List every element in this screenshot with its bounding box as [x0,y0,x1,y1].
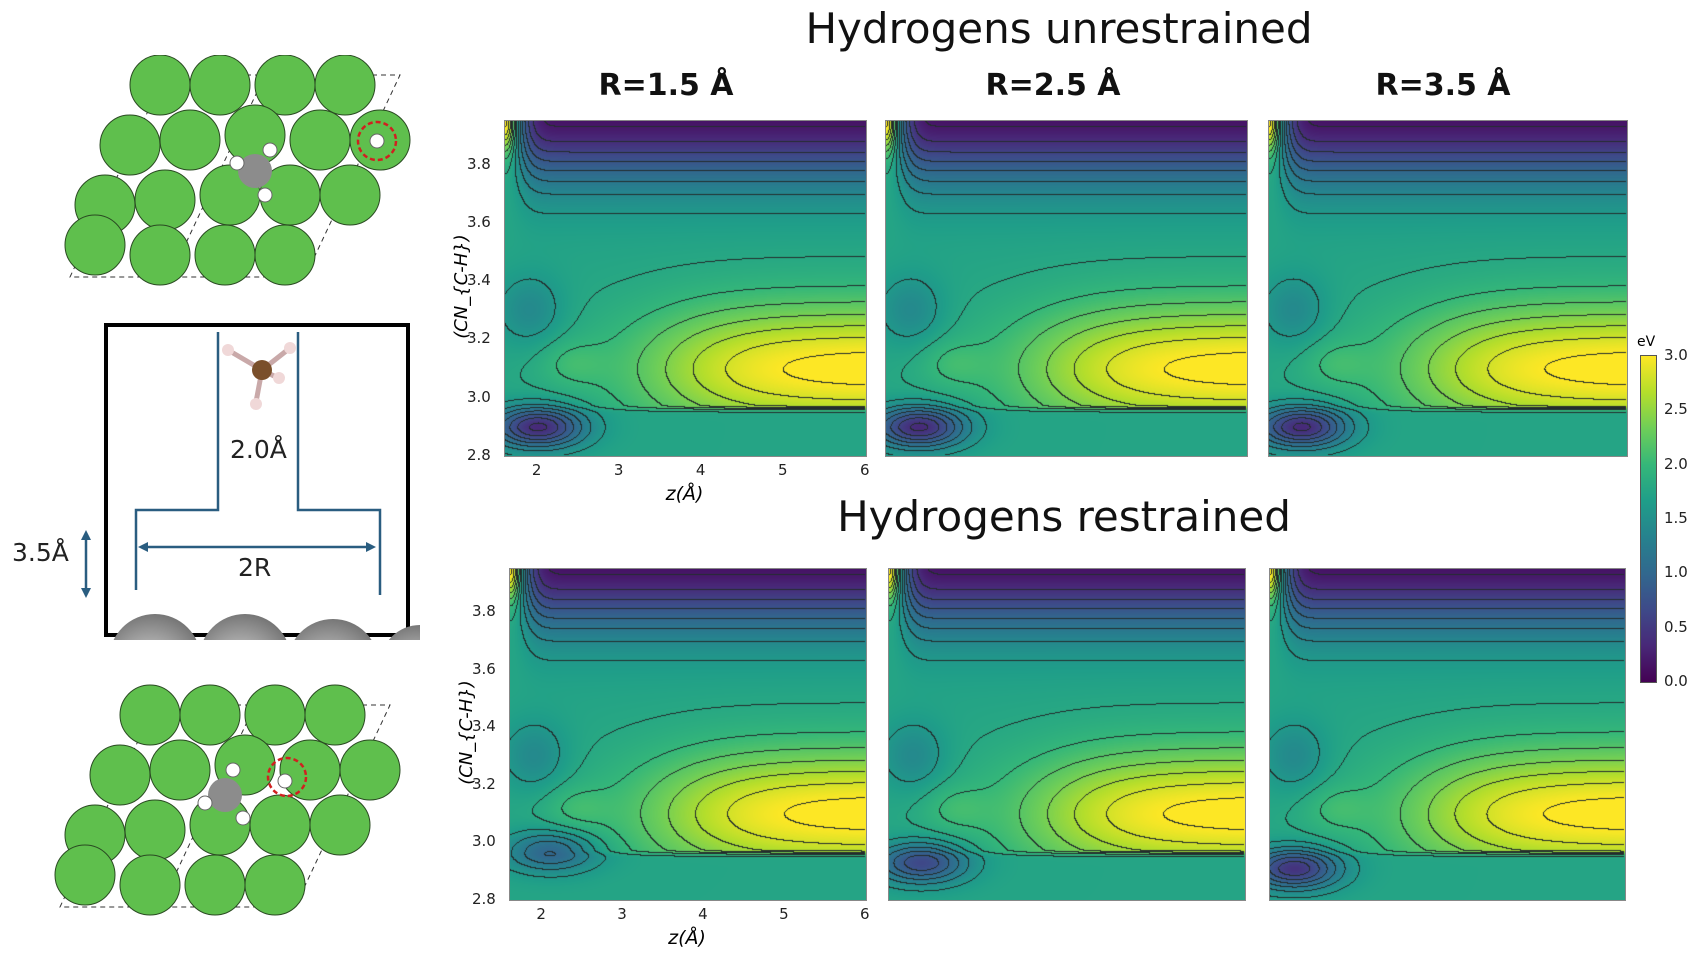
gap-label: 2.0Å [230,435,287,464]
colorbar-tick-label: 2.0 [1664,454,1688,473]
heatmap-5 [888,568,1246,901]
panel-title: R=3.5 Å [1375,68,1511,103]
y-axis-label: (CN_{C-H}) [450,233,472,339]
y-tick-label: 3.8 [472,602,496,621]
panel-title: R=1.5 Å [598,68,734,103]
title-unrestrained: Hydrogens unrestrained [805,4,1313,53]
methane-molecule [222,342,296,410]
x-tick-label: 3 [617,905,627,923]
colorbar-tick-label: 2.5 [1664,400,1688,419]
height-label: 3.5Å [12,538,69,567]
panel-title: R=2.5 Å [985,68,1121,103]
width-label: 2R [238,553,272,582]
y-tick-label: 3.2 [467,329,491,348]
y-tick-label: 3.0 [472,832,496,851]
heatmap-1 [504,120,867,457]
colorbar-tick-label: 1.5 [1664,509,1688,527]
heatmap-6 [1269,568,1626,901]
x-tick-label: 2 [531,461,542,479]
x-tick-label: 4 [698,905,708,923]
x-axis-label: z(Å) [665,483,704,505]
lattice-top-view-restrained [54,684,401,916]
cylinder-outline [134,332,382,595]
lattice-top-view-unrestrained [64,55,411,286]
metal-surface-atoms [113,614,420,640]
y-tick-label: 3.6 [467,212,491,231]
restraint-diagram [81,323,420,640]
colorbar-tick-label: 0.5 [1664,617,1688,636]
colorbar-tick-label: 3.0 [1664,346,1688,364]
y-tick-label: 3.4 [467,271,491,290]
x-tick-label: 4 [695,461,706,479]
y-tick-label: 3.0 [467,387,491,406]
y-axis-label: (CN_{C-H}) [455,679,477,785]
x-tick-label: 2 [536,905,546,923]
x-axis-label: z(Å) [668,927,706,949]
y-tick-label: 3.2 [472,774,496,793]
title-restrained: Hydrogens restrained [837,492,1291,541]
heatmap-4 [509,568,867,901]
x-tick-label: 5 [777,461,788,479]
x-tick-label: 6 [860,461,870,479]
x-tick-label: 3 [613,461,624,479]
y-tick-label: 2.8 [472,890,496,908]
colorbar [1640,355,1657,683]
y-tick-label: 3.4 [472,717,496,736]
y-tick-label: 2.8 [467,446,491,464]
colorbar-tick-label: 0.0 [1664,672,1688,690]
x-tick-label: 5 [779,905,789,923]
y-tick-label: 3.8 [467,154,491,173]
y-tick-label: 3.6 [472,659,496,678]
x-tick-label: 6 [860,905,870,923]
heatmap-2 [885,120,1248,457]
colorbar-label: eV [1637,334,1656,350]
colorbar-tick-label: 1.0 [1664,563,1688,582]
heatmap-3 [1268,120,1628,457]
